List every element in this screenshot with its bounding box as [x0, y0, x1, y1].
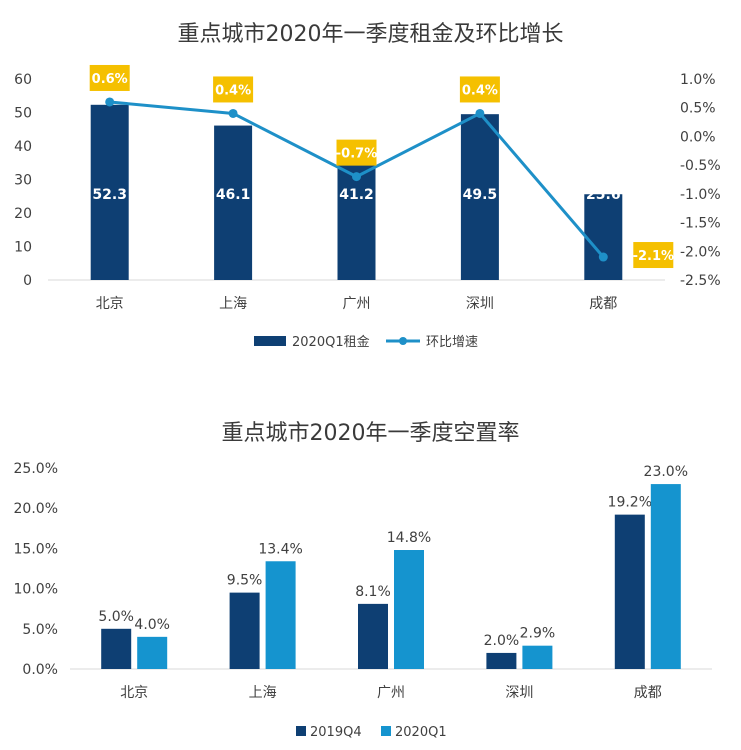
y-right-tick-label: 1.0%	[680, 72, 716, 88]
y-right-tick-label: 0.5%	[680, 101, 716, 117]
vacancy-bar-2019Q4	[229, 592, 260, 669]
growth-point	[228, 108, 238, 118]
vacancy-bar-2020Q1	[394, 550, 424, 669]
x-tick-label: 广州	[343, 296, 371, 312]
growth-label-box	[89, 64, 130, 91]
y-left-tick-label: 50	[14, 106, 32, 122]
vacancy-bar-2020Q1	[137, 636, 168, 669]
growth-point	[105, 97, 115, 107]
rent-bar	[460, 114, 499, 280]
vacancy-value-label: 14.8%	[387, 530, 431, 546]
vacancy-bar-2019Q4	[614, 514, 645, 669]
vacancy-bar-2020Q1	[522, 645, 553, 669]
y-right-tick-label: 0.0%	[680, 129, 716, 145]
x-tick-label: 北京	[120, 685, 148, 701]
y-left-tick-label: 0	[23, 273, 32, 289]
vacancy-bar-2019Q4	[101, 628, 132, 669]
vacancy-bar-2019Q4	[486, 652, 517, 669]
legend-swatch-2020q1	[381, 726, 391, 736]
vacancy-chart-title: 重点城市2020年一季度空置率	[221, 421, 520, 446]
rent-chart: 重点城市2020年一季度租金及环比增长 0 10 20 30 40 50 60 -2.5% -2…	[0, 0, 741, 370]
rent-bar-value-label: 49.5	[463, 187, 498, 203]
y-left-tick-label: 40	[14, 139, 32, 155]
y-left-tick-label: 10	[14, 240, 32, 256]
y-tick-label: 0.0%	[22, 662, 58, 678]
growth-point	[352, 172, 361, 182]
rent-bar-value-label: 41.2	[339, 187, 374, 203]
y-right-tick-label: -2.0%	[680, 244, 721, 260]
y-tick-label: 15.0%	[14, 541, 58, 557]
vacancy-value-label: 8.1%	[355, 584, 391, 600]
x-tick-label: 成都	[589, 296, 617, 312]
vacancy-value-label: 2.0%	[484, 633, 520, 649]
legend-swatch-2019q4	[296, 726, 306, 736]
x-tick-label: 广州	[377, 685, 405, 701]
vacancy-chart-svg: 0.0% 5.0% 10.0% 15.0% 20.0% 25.0% 北京 上海 广州 深圳 成都 5.…	[14, 461, 712, 740]
growth-point	[598, 252, 608, 262]
y-right-tick-label: -1.0%	[680, 187, 721, 203]
vacancy-chart: 重点城市2020年一季度空置率 0.0% 5.0% 10.0% 15.0% 20.0% 2…	[0, 395, 741, 750]
y-left-tick-label: 20	[14, 206, 32, 222]
vacancy-value-label: 9.5%	[227, 573, 263, 589]
legend-line-marker	[399, 337, 407, 345]
x-tick-label: 北京	[96, 296, 124, 312]
growth-label-box	[633, 242, 674, 269]
rent-chart-svg: 0 10 20 30 40 50 60 -2.5% -2.0% -1.5% -1.0% -0.5% 0.…	[14, 64, 721, 350]
growth-point	[475, 108, 485, 118]
vacancy-value-label: 4.0%	[134, 617, 170, 633]
y-tick-label: 5.0%	[22, 622, 58, 638]
x-tick-label: 成都	[634, 685, 662, 701]
rent-bar-value-label: 25.6	[586, 187, 621, 203]
x-tick-label: 上海	[219, 296, 247, 312]
y-left-tick-label: 60	[14, 72, 32, 88]
y-right-tick-label: -1.5%	[680, 216, 721, 232]
growth-value-label: 0.6%	[92, 72, 128, 87]
vacancy-value-label: 2.9%	[520, 626, 556, 642]
y-right-tick-label: -0.5%	[680, 158, 721, 174]
rent-bar-value-label: 52.3	[92, 187, 127, 203]
growth-label-box	[213, 76, 254, 103]
rent-bar	[214, 125, 253, 280]
vacancy-bar-2019Q4	[358, 603, 388, 669]
y-tick-label: 25.0%	[14, 461, 58, 477]
x-tick-label: 深圳	[505, 685, 533, 701]
y-left-tick-label: 30	[14, 173, 32, 189]
legend-bar-swatch	[254, 336, 286, 346]
vacancy-value-label: 5.0%	[98, 609, 134, 625]
legend-bar-label: 2020Q1租金	[292, 334, 370, 350]
y-tick-label: 10.0%	[14, 582, 58, 598]
rent-bar	[584, 194, 623, 280]
growth-label-box	[336, 139, 377, 166]
legend-label-2020q1: 2020Q1	[395, 725, 447, 740]
growth-value-label: -2.1%	[633, 249, 674, 264]
rent-bar	[90, 104, 129, 280]
legend-line-label: 环比增速	[426, 335, 478, 350]
vacancy-bar-2020Q1	[265, 561, 296, 669]
growth-value-label: 0.4%	[215, 83, 251, 98]
legend-label-2019q4: 2019Q4	[310, 725, 362, 740]
y-right-tick-label: -2.5%	[680, 273, 721, 289]
growth-value-label: 0.4%	[462, 83, 498, 98]
rent-chart-title: 重点城市2020年一季度租金及环比增长	[177, 22, 564, 47]
vacancy-value-label: 23.0%	[644, 464, 688, 480]
y-tick-label: 20.0%	[14, 501, 58, 517]
x-tick-label: 深圳	[466, 296, 494, 312]
growth-value-label: -0.7%	[336, 147, 377, 162]
vacancy-value-label: 19.2%	[608, 495, 652, 511]
x-tick-label: 上海	[249, 685, 277, 701]
rent-bar-value-label: 46.1	[216, 187, 251, 203]
vacancy-value-label: 13.4%	[258, 541, 302, 557]
growth-label-box	[459, 76, 500, 103]
vacancy-bar-2020Q1	[650, 484, 681, 669]
